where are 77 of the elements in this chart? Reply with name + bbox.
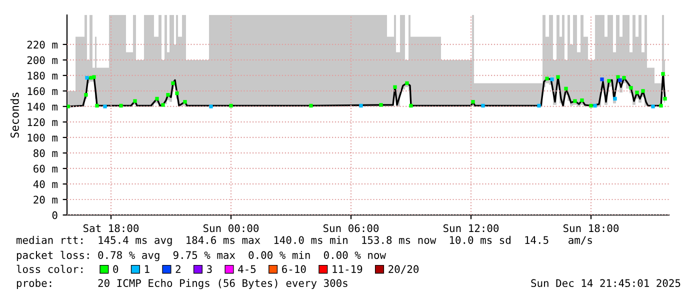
point bbox=[175, 91, 179, 96]
point bbox=[537, 104, 541, 108]
point bbox=[651, 104, 655, 108]
point bbox=[161, 103, 165, 107]
legend-label: 20/20 bbox=[388, 265, 419, 274]
y-tick-label: 60 m bbox=[34, 164, 58, 173]
text: loss color: bbox=[16, 264, 82, 274]
y-tick-label: 140 m bbox=[28, 102, 58, 111]
x-tick-label: Sun 06:00 bbox=[323, 224, 379, 232]
legend-label: 2 bbox=[176, 265, 180, 273]
text: median rtt: 145.4 ms avg 184.6 ms max 140.0 ms min 153.8 ms now 10.0 ms sd 14.5 am/s bbox=[16, 236, 592, 246]
point bbox=[84, 93, 88, 97]
point bbox=[635, 90, 639, 94]
y-tick-label: 200 m bbox=[27, 56, 58, 64]
point bbox=[589, 104, 593, 108]
point bbox=[171, 81, 175, 86]
point bbox=[155, 96, 159, 101]
y-tick-label: 100 m bbox=[28, 134, 58, 142]
point bbox=[550, 78, 554, 82]
point bbox=[309, 104, 313, 108]
point bbox=[545, 76, 549, 80]
point bbox=[600, 78, 604, 82]
x-tick-label: Sat 18:00 bbox=[83, 224, 139, 232]
text: probe: 20 ICMP Echo Pings (56 Bytes) every 300s bbox=[16, 278, 348, 290]
point bbox=[166, 93, 170, 97]
y-tick-label: 20 m bbox=[34, 196, 58, 204]
point bbox=[663, 96, 667, 101]
point bbox=[481, 104, 485, 108]
point bbox=[359, 104, 363, 108]
point bbox=[471, 100, 475, 104]
point bbox=[622, 76, 626, 80]
x-tick-label: Sun 00:00 bbox=[203, 224, 259, 232]
point bbox=[67, 104, 70, 108]
y-tick-label: 160 m bbox=[28, 87, 58, 96]
text: packet loss: 0.78 % avg 9.75 % max 0.00 % min 0.00 % now bbox=[16, 250, 386, 262]
y-axis-title: Seconds bbox=[10, 92, 19, 138]
point bbox=[393, 85, 397, 89]
point bbox=[409, 104, 413, 108]
point bbox=[133, 99, 137, 103]
y-tick-label: 220 m bbox=[27, 40, 58, 49]
legend-label: 4-5 bbox=[238, 265, 256, 274]
point bbox=[229, 104, 233, 108]
y-tick-label: 180 m bbox=[28, 72, 58, 80]
text: Sun Dec 14 21:45:01 2025 bbox=[531, 279, 680, 288]
point bbox=[629, 86, 633, 90]
point bbox=[573, 99, 577, 103]
legend-label: 1 bbox=[145, 265, 150, 273]
point bbox=[405, 81, 409, 86]
y-tick-label: 40 m bbox=[33, 180, 58, 188]
point bbox=[641, 89, 645, 93]
legend-label: 0 bbox=[113, 265, 118, 274]
point bbox=[616, 75, 620, 79]
point bbox=[103, 104, 107, 108]
legend-label: 3 bbox=[207, 265, 212, 274]
point bbox=[119, 104, 123, 108]
point bbox=[661, 72, 665, 76]
point bbox=[379, 103, 383, 107]
y-tick-label: 120 m bbox=[28, 118, 58, 126]
point bbox=[564, 86, 568, 90]
point bbox=[85, 76, 89, 80]
point bbox=[607, 79, 611, 83]
point bbox=[556, 75, 560, 79]
point bbox=[209, 104, 213, 108]
legend-label: 11-19 bbox=[332, 265, 362, 274]
point bbox=[183, 100, 187, 104]
point bbox=[659, 104, 663, 108]
x-tick-label: Sun 12:00 bbox=[443, 224, 499, 232]
x-tick-label: Sun 18:00 bbox=[563, 224, 619, 232]
point bbox=[580, 98, 584, 102]
legend-label: 6-10 bbox=[282, 265, 306, 274]
point bbox=[593, 104, 597, 108]
point bbox=[613, 96, 617, 101]
point bbox=[618, 78, 622, 82]
point bbox=[95, 104, 99, 108]
y-tick-label: 80 m bbox=[34, 149, 58, 158]
y-tick-label: 0 bbox=[52, 211, 58, 220]
point bbox=[92, 75, 96, 79]
